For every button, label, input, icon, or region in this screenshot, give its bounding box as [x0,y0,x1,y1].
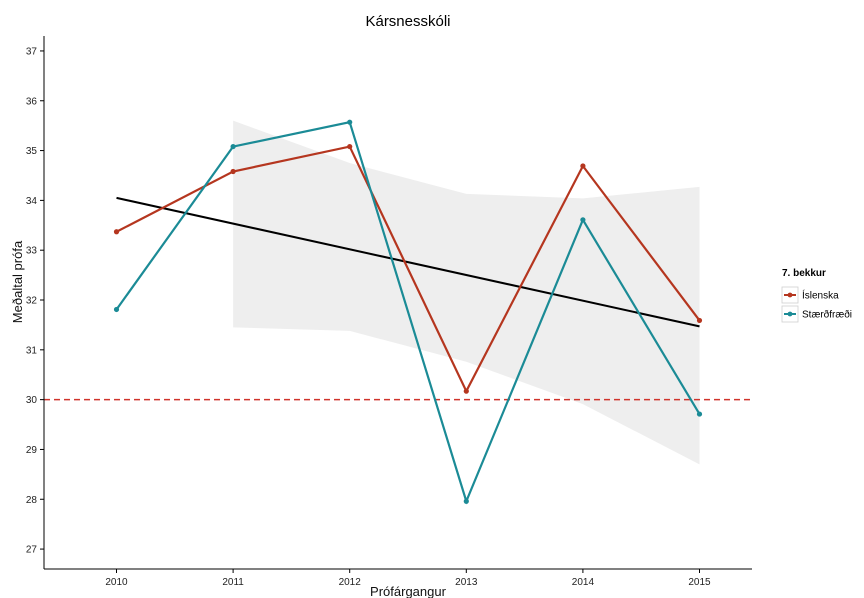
data-point [580,217,586,223]
y-tick-label: 35 [26,146,38,157]
legend-label: Stærðfræði [802,309,852,321]
x-tick-label: 2013 [455,577,478,588]
data-point [230,168,236,175]
data-point [696,411,703,417]
x-tick-label: 2010 [105,577,128,588]
x-tick-label: 2015 [688,577,711,588]
x-axis-title: Prófárgangur [370,584,447,598]
data-point [347,143,353,150]
y-tick-label: 37 [26,46,38,57]
legend-key-point [787,311,793,317]
series-line [115,120,701,505]
trend-line [116,196,700,328]
confidence-band-layer [233,120,700,465]
x-tick-label: 2012 [339,577,362,588]
data-point [463,498,469,504]
y-tick-label: 29 [26,445,38,456]
trend-line-layer [116,196,700,328]
y-tick-label: 33 [26,246,38,257]
legend-item: Stærðfræði [781,305,852,323]
y-tick-label: 31 [26,345,38,356]
legend-label: Íslenska [802,289,839,302]
series-layer [113,119,703,505]
y-tick-label: 34 [26,196,38,207]
x-tick-label: 2011 [222,577,244,588]
data-point [230,143,236,150]
series-2 [113,119,703,505]
series-line [115,145,701,394]
y-tick-label: 30 [26,395,38,406]
data-point [113,306,120,313]
y-tick-label: 28 [26,495,38,506]
data-point [580,163,586,169]
data-point [463,388,469,394]
y-tick-label: 27 [26,545,38,556]
legend: 7. bekkur Íslenska Stærðfræði [781,268,852,323]
legend-key-point [787,292,793,298]
chart-title: Kársnesskóli [365,13,450,30]
data-point [347,119,353,125]
series-1 [113,143,703,394]
y-tick-label: 36 [26,96,38,107]
x-tick-label: 2014 [572,577,595,588]
confidence-band [233,120,700,465]
axes: 27 28 29 30 31 32 33 34 35 36 37 2010 2011 2012 2013 20… [26,36,752,588]
data-point [696,317,703,324]
legend-title: 7. bekkur [782,268,826,279]
data-point [113,229,120,235]
y-axis-title: Meðaltal prófa [10,240,25,323]
legend-item: Íslenska [781,286,839,304]
y-tick-label: 32 [26,296,38,307]
